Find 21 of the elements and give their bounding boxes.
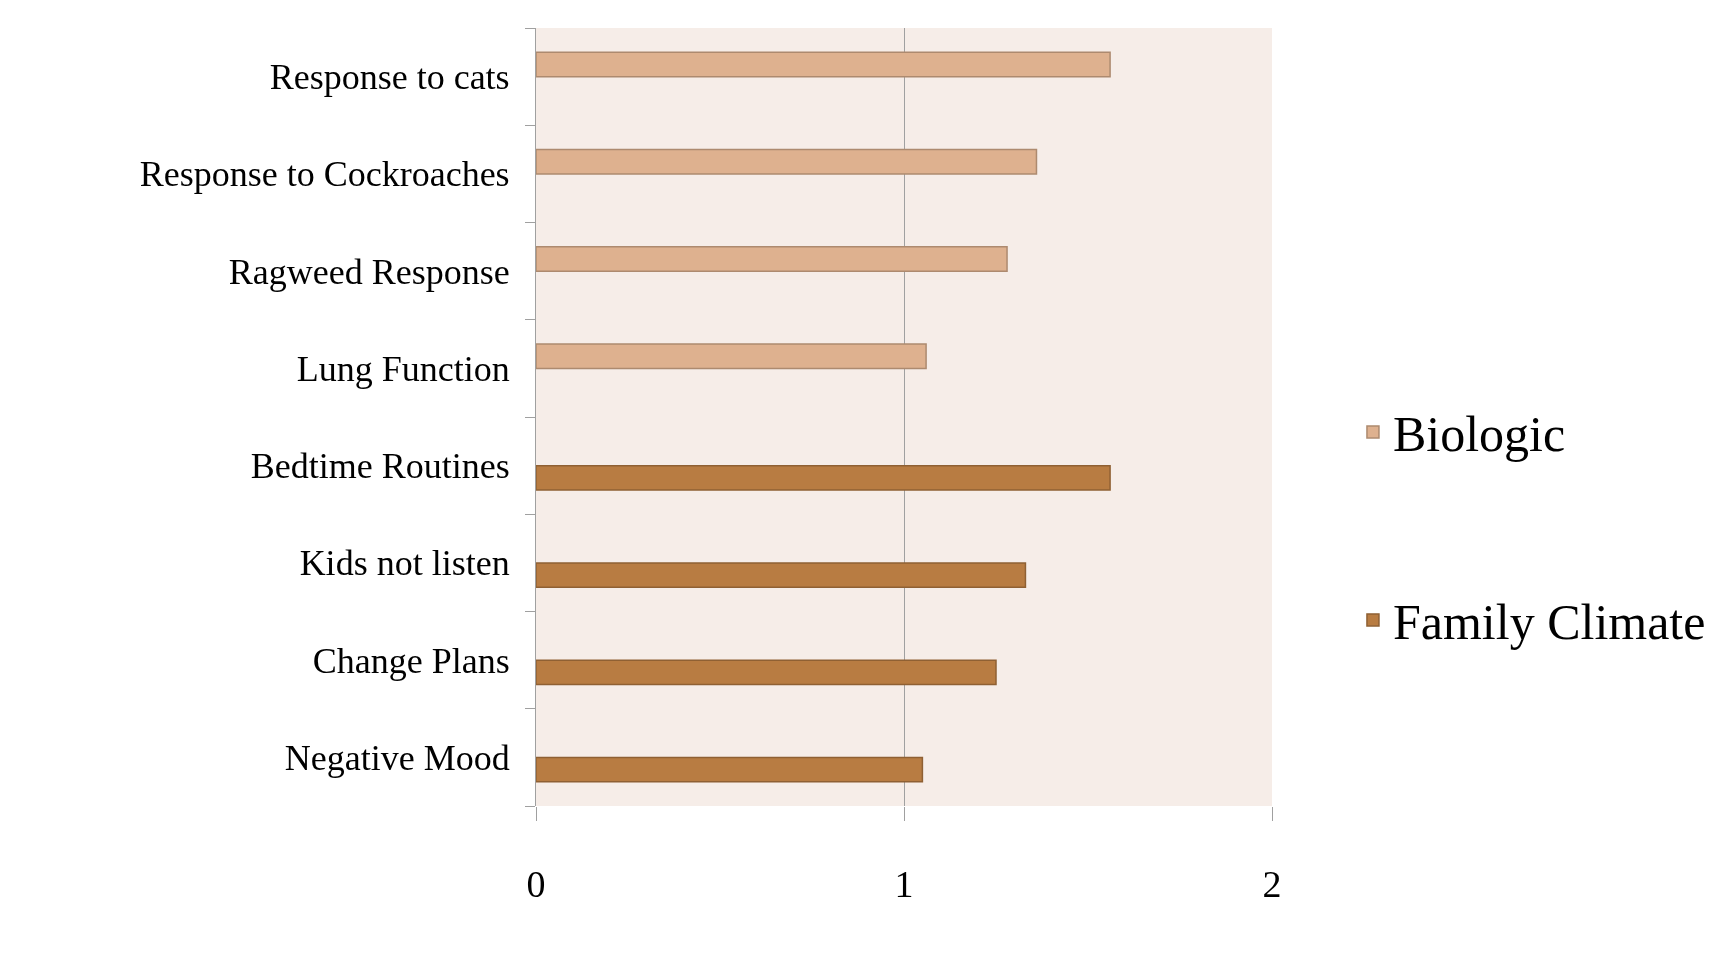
y-tick-label: Response to cats — [269, 57, 510, 98]
bar — [536, 756, 924, 783]
legend-label: Family Climate — [1392, 594, 1706, 651]
y-tick-label: Negative Mood — [284, 737, 510, 778]
bar — [536, 51, 1111, 78]
y-tick-label: Kids not listen — [299, 543, 510, 584]
y-tick-label: Bedtime Routines — [250, 446, 510, 487]
x-tick-label: 0 — [526, 862, 546, 905]
bar — [536, 659, 997, 686]
bar — [536, 148, 1038, 175]
x-tick-label: 1 — [894, 862, 914, 905]
bar — [536, 343, 927, 370]
y-tick-label: Ragweed Response — [228, 251, 510, 292]
bar — [536, 246, 1008, 272]
y-tick-label: Change Plans — [312, 640, 510, 681]
bar — [536, 464, 1111, 491]
legend-label: Biologic — [1392, 406, 1566, 463]
bar — [536, 562, 1027, 588]
y-tick-label: Lung Function — [296, 348, 510, 389]
y-tick-label: Response to Cockroaches — [139, 154, 510, 195]
x-tick-label: 2 — [1262, 862, 1282, 905]
